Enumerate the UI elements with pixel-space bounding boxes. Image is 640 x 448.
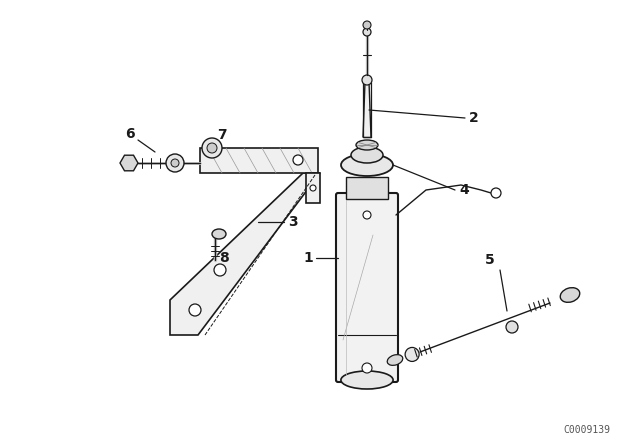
Text: 5: 5 [485, 253, 495, 267]
Circle shape [506, 321, 518, 333]
Bar [200, 148, 318, 173]
Polygon shape [170, 173, 320, 335]
Ellipse shape [351, 147, 383, 163]
Circle shape [214, 264, 226, 276]
Ellipse shape [560, 288, 580, 302]
Circle shape [189, 304, 201, 316]
Circle shape [362, 75, 372, 85]
Text: 8: 8 [219, 251, 229, 265]
Ellipse shape [387, 355, 403, 366]
Circle shape [310, 185, 316, 191]
Circle shape [491, 188, 501, 198]
Text: 7: 7 [217, 128, 227, 142]
Text: 2: 2 [469, 111, 479, 125]
Text: 4: 4 [459, 183, 469, 197]
FancyBboxPatch shape [336, 193, 398, 382]
Bar [346, 177, 388, 199]
Circle shape [202, 138, 222, 158]
Text: 6: 6 [125, 127, 135, 141]
Ellipse shape [341, 371, 393, 389]
Circle shape [363, 211, 371, 219]
Circle shape [293, 155, 303, 165]
Ellipse shape [212, 229, 226, 239]
Ellipse shape [356, 140, 378, 150]
Circle shape [207, 143, 217, 153]
Circle shape [362, 363, 372, 373]
Circle shape [363, 28, 371, 36]
Circle shape [405, 348, 419, 362]
Bar [306, 173, 320, 203]
Text: 1: 1 [303, 251, 313, 265]
Text: C0009139: C0009139 [563, 425, 610, 435]
Circle shape [166, 154, 184, 172]
Text: 3: 3 [288, 215, 298, 229]
Circle shape [171, 159, 179, 167]
Bar [363, 82, 371, 137]
Circle shape [363, 21, 371, 29]
Ellipse shape [341, 154, 393, 176]
